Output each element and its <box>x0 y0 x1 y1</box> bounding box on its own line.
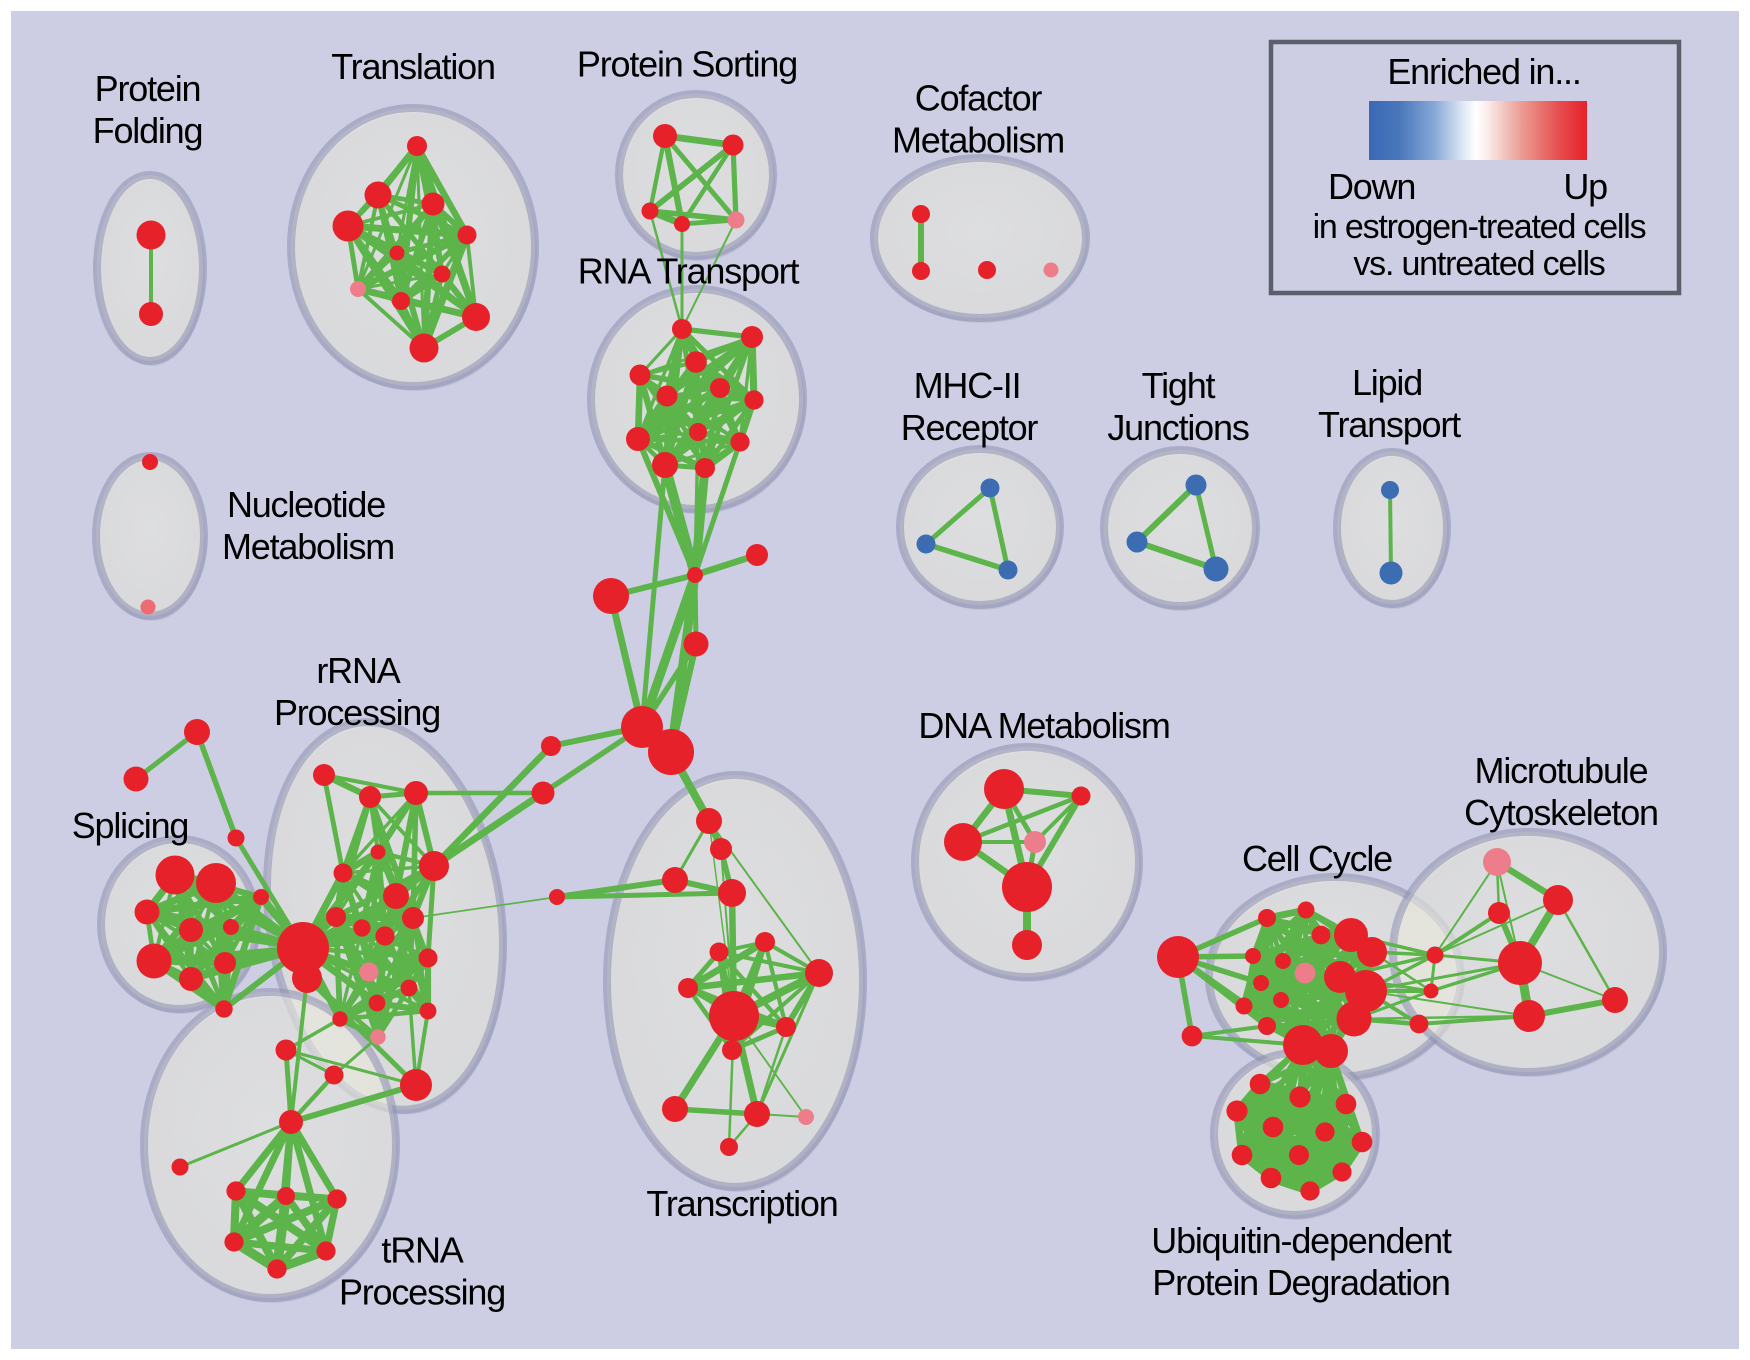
svg-text:Receptor: Receptor <box>901 407 1039 448</box>
svg-text:Down: Down <box>1328 166 1415 207</box>
svg-text:DNA Metabolism: DNA Metabolism <box>918 705 1169 746</box>
svg-text:vs. untreated cells: vs. untreated cells <box>1353 245 1604 283</box>
svg-text:Folding: Folding <box>93 110 203 151</box>
svg-text:Protein Degradation: Protein Degradation <box>1152 1262 1449 1303</box>
svg-text:Cell Cycle: Cell Cycle <box>1242 838 1392 879</box>
svg-text:Ubiquitin-dependent: Ubiquitin-dependent <box>1151 1220 1452 1261</box>
svg-text:Up: Up <box>1563 166 1607 207</box>
svg-text:Processing: Processing <box>274 692 440 733</box>
svg-text:MHC-II: MHC-II <box>914 365 1021 406</box>
svg-text:tRNA: tRNA <box>381 1230 463 1271</box>
svg-text:Transcription: Transcription <box>646 1183 837 1224</box>
svg-text:Metabolism: Metabolism <box>222 526 394 567</box>
svg-text:Cytoskeleton: Cytoskeleton <box>1464 792 1658 833</box>
svg-text:Lipid: Lipid <box>1352 362 1422 403</box>
svg-text:RNA Transport: RNA Transport <box>578 251 800 292</box>
svg-text:Protein: Protein <box>95 68 201 109</box>
svg-text:Processing: Processing <box>339 1272 505 1313</box>
svg-text:Cofactor: Cofactor <box>915 78 1043 119</box>
svg-text:rRNA: rRNA <box>316 650 400 691</box>
svg-text:in estrogen-treated cells: in estrogen-treated cells <box>1313 208 1646 246</box>
svg-text:Junctions: Junctions <box>1107 407 1248 448</box>
svg-text:Enriched in...: Enriched in... <box>1387 51 1580 92</box>
svg-text:Translation: Translation <box>331 46 495 87</box>
svg-text:Microtubule: Microtubule <box>1475 750 1648 791</box>
svg-text:Transport: Transport <box>1318 404 1461 445</box>
svg-text:Metabolism: Metabolism <box>892 120 1064 161</box>
svg-text:Protein Sorting: Protein Sorting <box>577 44 797 85</box>
svg-text:Nucleotide: Nucleotide <box>227 484 385 525</box>
svg-text:Tight: Tight <box>1142 365 1216 406</box>
svg-text:Splicing: Splicing <box>72 805 188 846</box>
